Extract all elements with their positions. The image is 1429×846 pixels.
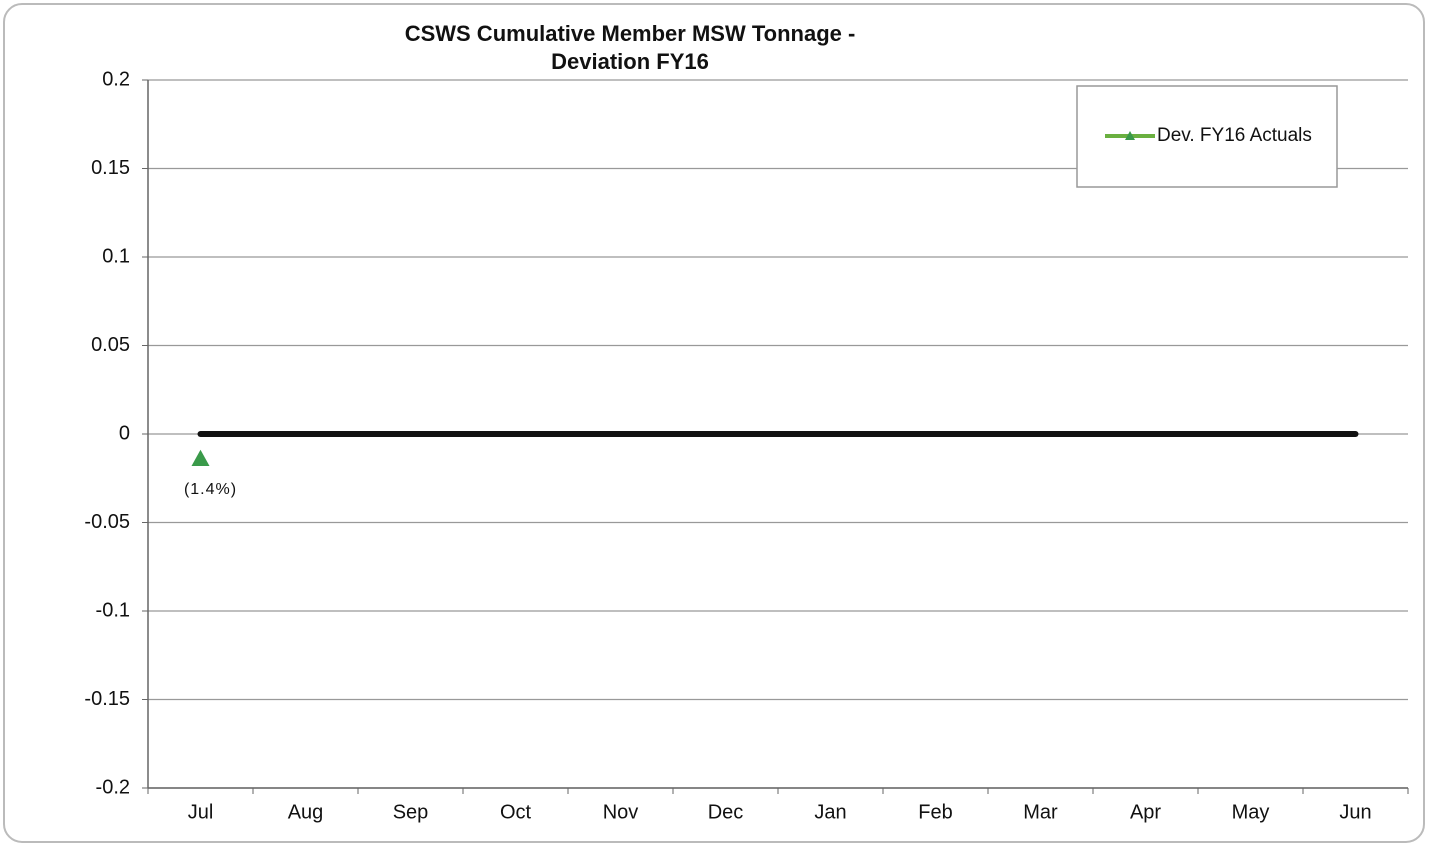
x-tick-label: Aug: [288, 801, 324, 823]
legend-marker: [1125, 131, 1135, 140]
chart-title: CSWS Cumulative Member MSW Tonnage - Dev…: [404, 21, 856, 74]
x-tick-label: Oct: [500, 801, 532, 823]
data-point: [191, 449, 210, 466]
y-tick-label: -0.2: [96, 776, 130, 798]
legend-label: Dev. FY16 Actuals: [1157, 125, 1312, 146]
x-tick-label: Jul: [188, 801, 214, 823]
x-tick-label: Dec: [708, 801, 744, 823]
y-tick-label: 0.15: [91, 157, 130, 179]
y-tick-label: 0: [119, 422, 130, 444]
y-tick-label: 0.2: [102, 68, 130, 90]
y-tick-label: -0.15: [84, 688, 130, 710]
chart-border: [3, 3, 1425, 843]
x-tick-label: Jan: [814, 801, 846, 823]
x-tick-label: Nov: [603, 801, 639, 823]
x-tick-label: Mar: [1023, 801, 1058, 823]
data-label: (1.4%): [184, 481, 237, 498]
x-tick-label: Apr: [1130, 801, 1161, 823]
x-tick-label: Feb: [918, 801, 952, 823]
x-tick-label: Sep: [393, 801, 429, 823]
y-tick-label: 0.05: [91, 334, 130, 356]
y-tick-label: -0.1: [96, 599, 130, 621]
y-tick-label: 0.1: [102, 245, 130, 267]
x-tick-label: Jun: [1339, 801, 1371, 823]
x-tick-label: May: [1232, 801, 1270, 823]
y-tick-label: -0.05: [84, 511, 130, 533]
